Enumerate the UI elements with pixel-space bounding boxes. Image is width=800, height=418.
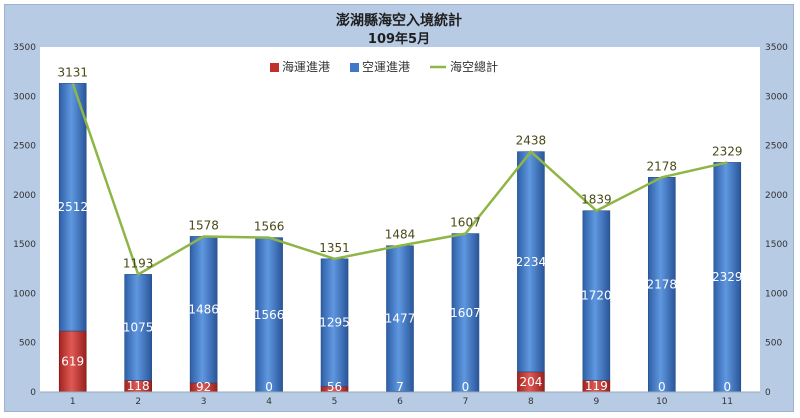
legend: 海運進港 空運進港 海空總計 [270, 59, 498, 74]
data-label-total: 2329 [712, 144, 743, 158]
data-label-total: 2178 [647, 159, 678, 173]
y-tick-label-left: 0 [30, 388, 36, 398]
data-label-total: 2438 [516, 134, 547, 148]
data-label-air: 2329 [712, 270, 743, 284]
data-label-air: 1607 [450, 306, 481, 320]
data-label-sea: 119 [585, 379, 608, 393]
data-label-total: 1484 [385, 228, 416, 242]
bar-air [255, 237, 283, 393]
bar-air [582, 210, 611, 381]
data-label-sea: 204 [519, 375, 542, 389]
data-label-sea: 7 [396, 380, 404, 394]
data-label-air: 1720 [581, 288, 612, 302]
legend-swatch [350, 63, 359, 72]
x-tick-label: 4 [266, 397, 272, 407]
y-tick-label-left: 2500 [13, 142, 36, 152]
data-label-total: 3131 [57, 65, 88, 79]
data-label-air: 2234 [516, 255, 547, 269]
chart-title: 澎湖縣海空入境統計 [336, 12, 462, 29]
y-axis-right: 0 500 1000 1500 2000 2500 3000 3500 [765, 43, 788, 398]
x-tick-label: 10 [656, 397, 668, 407]
data-label-sea: 0 [723, 380, 731, 394]
data-label-total: 1193 [123, 256, 154, 270]
bar-air [713, 162, 742, 393]
legend-swatch [270, 63, 279, 72]
data-label-sea: 56 [327, 380, 342, 394]
y-tick-label-right: 2500 [765, 142, 788, 152]
x-axis: 1 2 3 4 5 6 7 8 9 10 11 [40, 391, 760, 407]
chart-frame: 澎湖縣海空入境統計 109年5月 0 500 1000 1500 2000 2500 300… [4, 4, 794, 412]
bar-air [451, 233, 480, 393]
series-line-total [71, 82, 728, 276]
data-label-sea: 0 [658, 380, 666, 394]
x-tick-label: 1 [70, 397, 76, 407]
data-label-air: 2178 [647, 278, 678, 292]
y-tick-label-right: 3000 [765, 92, 788, 102]
x-tick-label: 2 [135, 397, 141, 407]
x-tick-label: 3 [201, 397, 207, 407]
x-tick-label: 7 [463, 397, 469, 407]
data-label-air: 1075 [123, 320, 154, 334]
bar-air [517, 151, 545, 373]
y-axis-left: 0 500 1000 1500 2000 2500 3000 3500 [13, 43, 36, 398]
bar-sea [58, 330, 87, 393]
y-tick-label-left: 1500 [13, 240, 36, 250]
data-label-air: 1295 [319, 316, 350, 330]
total-line [71, 82, 728, 276]
data-label-total: 1351 [319, 241, 350, 255]
data-label-sea: 0 [462, 380, 470, 394]
legend-label: 海空總計 [450, 59, 498, 74]
bar-air [648, 177, 676, 393]
y-tick-label-right: 500 [765, 339, 782, 349]
data-label-air: 2512 [57, 200, 88, 214]
data-labels: 2512 619 1075 118 1486 92 1566 0 1295 56 1477 7 1607… [57, 65, 742, 394]
y-tick-label-right: 1000 [765, 289, 788, 299]
data-label-total: 1839 [581, 193, 612, 207]
y-tick-label-right: 0 [765, 388, 771, 398]
data-label-total: 1566 [254, 220, 285, 234]
data-label-total: 1578 [188, 218, 219, 232]
x-tick-label: 11 [722, 397, 733, 407]
x-tick-label: 9 [593, 397, 599, 407]
data-label-total: 1607 [450, 216, 481, 230]
bars [58, 83, 742, 393]
legend-label: 空運進港 [362, 60, 410, 74]
y-tick-label-right: 3500 [765, 43, 788, 53]
data-label-sea: 0 [265, 380, 273, 394]
bar-air [124, 274, 152, 381]
data-label-air: 1566 [254, 308, 285, 322]
y-tick-label-left: 500 [19, 339, 36, 349]
data-label-air: 1486 [188, 303, 219, 317]
y-tick-label-left: 3500 [13, 43, 36, 53]
x-tick-label: 5 [332, 397, 338, 407]
bar-air [386, 245, 414, 392]
y-tick-label-left: 2000 [13, 191, 36, 201]
chart: 澎湖縣海空入境統計 109年5月 05001000150020002500300… [13, 12, 788, 407]
data-label-air: 1477 [385, 312, 416, 326]
y-tick-label-right: 2000 [765, 191, 788, 201]
data-label-sea: 619 [61, 354, 84, 368]
bar-air [189, 236, 218, 384]
data-label-sea: 92 [196, 380, 211, 394]
legend-label: 海運進港 [282, 59, 330, 74]
y-tick-label-left: 3000 [13, 92, 36, 102]
x-tick-label: 6 [397, 397, 403, 407]
y-tick-label-left: 1000 [13, 289, 36, 299]
chart-subtitle: 109年5月 [368, 31, 430, 47]
x-tick-label: 8 [528, 397, 534, 407]
data-label-sea: 118 [127, 379, 150, 393]
y-tick-label-right: 1500 [765, 240, 788, 250]
